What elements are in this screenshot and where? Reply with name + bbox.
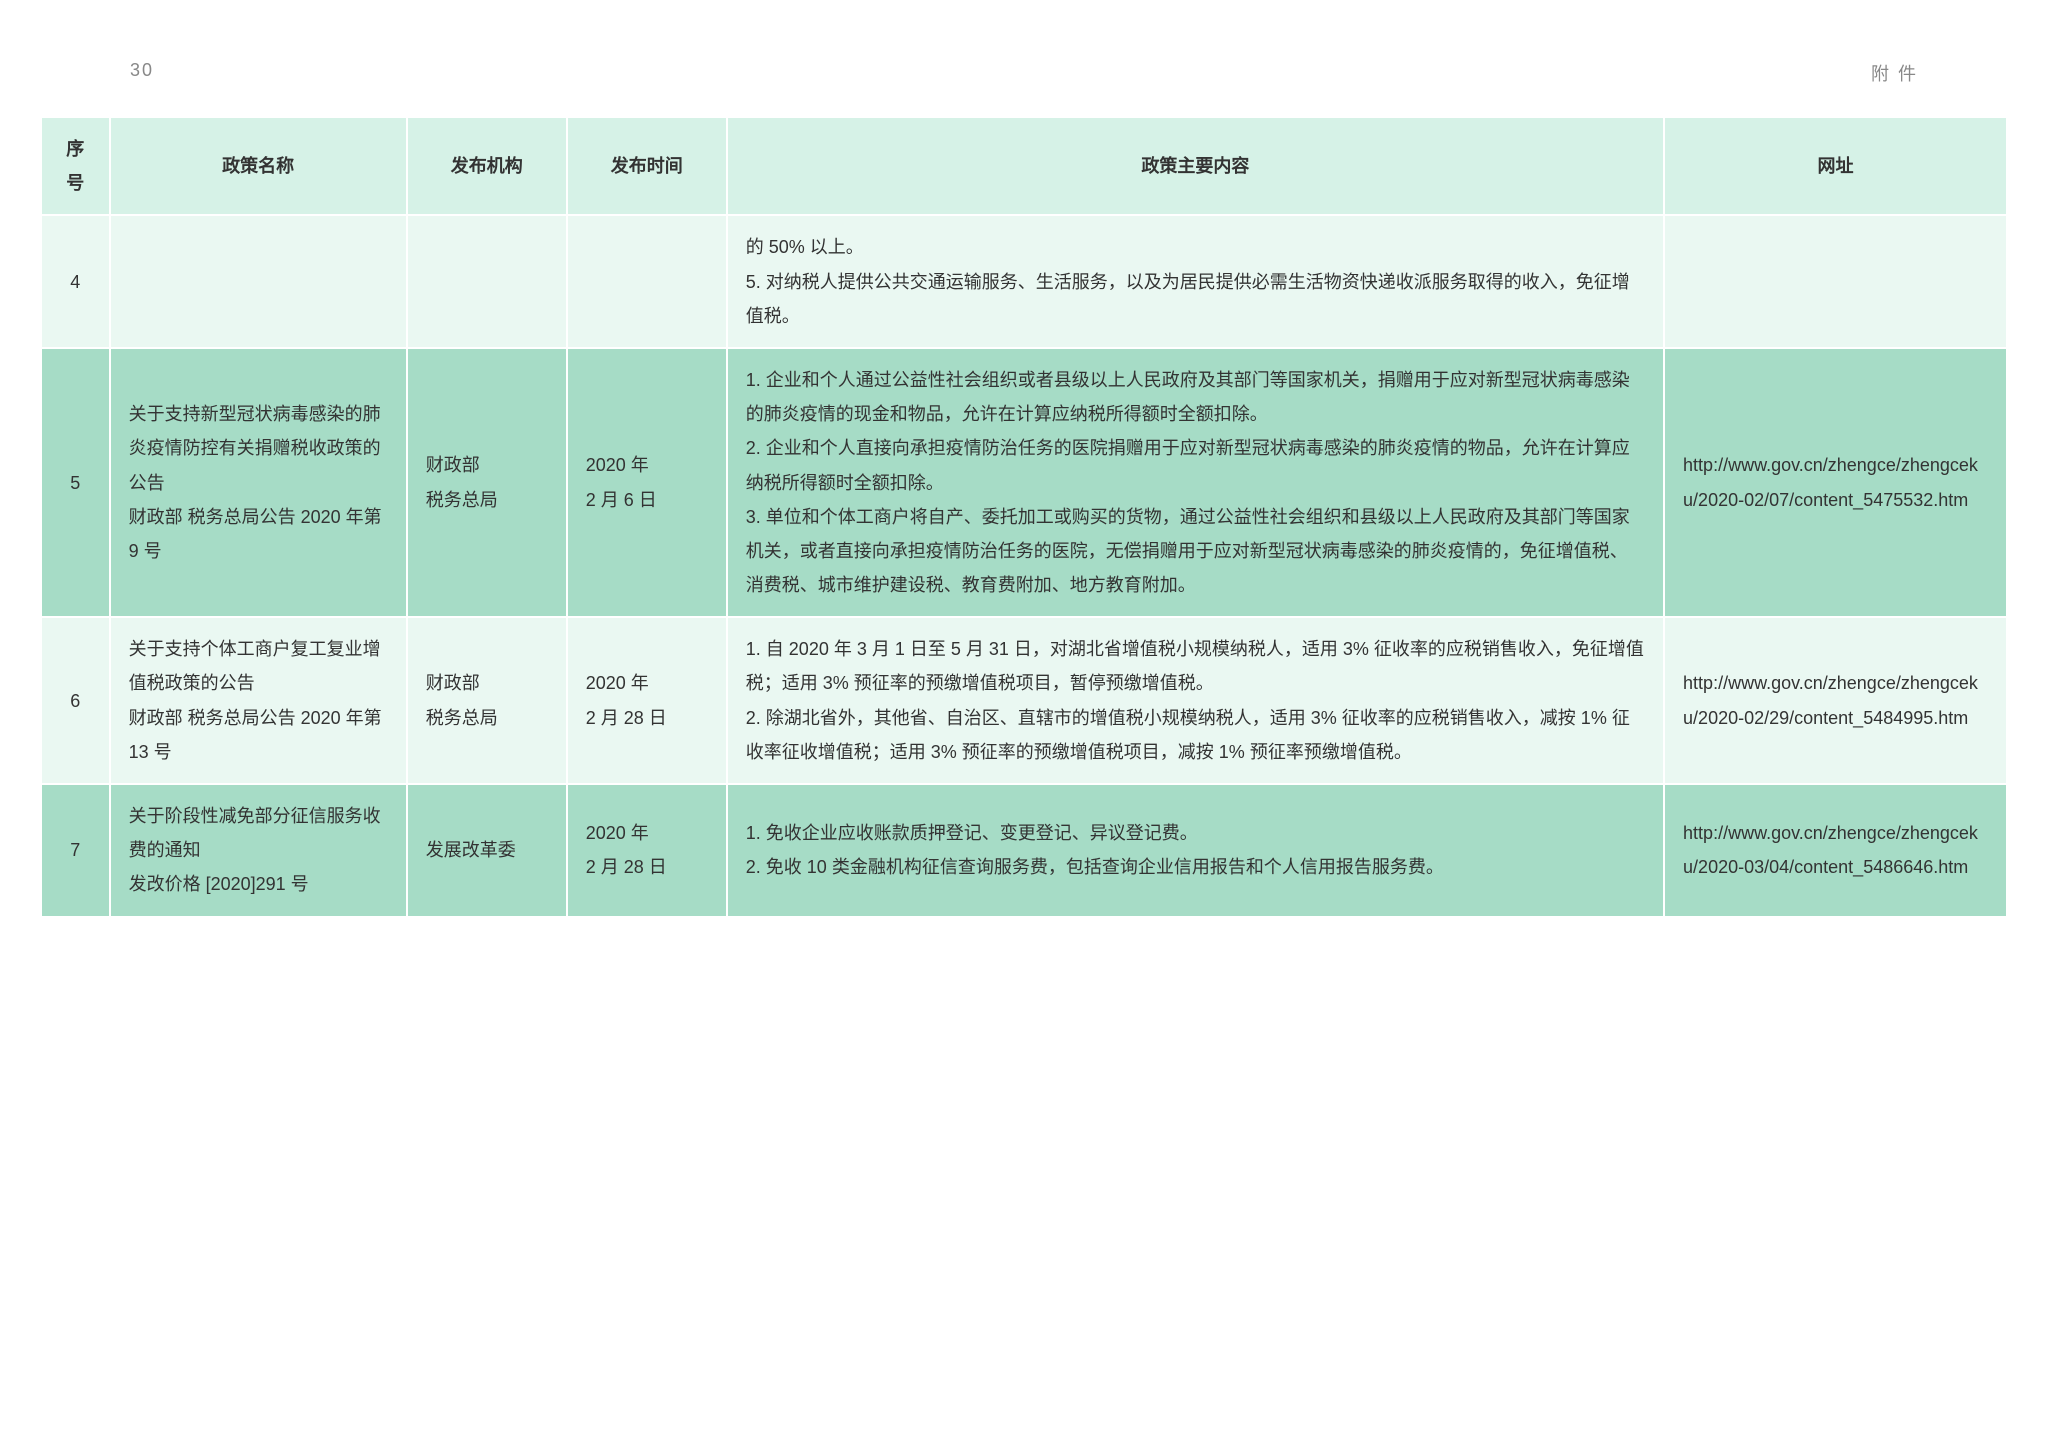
page-label: 附 件 (1871, 60, 1918, 86)
cell-org (407, 215, 567, 348)
cell-url: http://www.gov.cn/zhengce/zhengceku/2020… (1664, 348, 2007, 617)
cell-num: 6 (41, 617, 110, 784)
cell-date (567, 215, 727, 348)
cell-body: 的 50% 以上。5. 对纳税人提供公共交通运输服务、生活服务，以及为居民提供必… (727, 215, 1664, 348)
col-header-url: 网址 (1664, 117, 2007, 215)
table-row: 4 的 50% 以上。5. 对纳税人提供公共交通运输服务、生活服务，以及为居民提供… (41, 215, 2007, 348)
table-row: 7关于阶段性减免部分征信服务收费的通知发改价格 [2020]291 号发展改革委… (41, 784, 2007, 917)
cell-date: 2020 年2 月 6 日 (567, 348, 727, 617)
cell-url: http://www.gov.cn/zhengce/zhengceku/2020… (1664, 784, 2007, 917)
cell-name (110, 215, 407, 348)
page-header: 30 附 件 (130, 60, 1918, 86)
cell-body: 1. 免收企业应收账款质押登记、变更登记、异议登记费。2. 免收 10 类金融机… (727, 784, 1664, 917)
cell-url: http://www.gov.cn/zhengce/zhengceku/2020… (1664, 617, 2007, 784)
cell-date: 2020 年2 月 28 日 (567, 784, 727, 917)
cell-org: 发展改革委 (407, 784, 567, 917)
cell-url (1664, 215, 2007, 348)
col-header-num: 序号 (41, 117, 110, 215)
cell-num: 7 (41, 784, 110, 917)
col-header-name: 政策名称 (110, 117, 407, 215)
cell-org: 财政部税务总局 (407, 348, 567, 617)
cell-body: 1. 自 2020 年 3 月 1 日至 5 月 31 日，对湖北省增值税小规模… (727, 617, 1664, 784)
cell-name: 关于支持新型冠状病毒感染的肺炎疫情防控有关捐赠税收政策的公告财政部 税务总局公告… (110, 348, 407, 617)
page-number: 30 (130, 60, 154, 86)
cell-body: 1. 企业和个人通过公益性社会组织或者县级以上人民政府及其部门等国家机关，捐赠用… (727, 348, 1664, 617)
cell-num: 5 (41, 348, 110, 617)
cell-name: 关于支持个体工商户复工复业增值税政策的公告财政部 税务总局公告 2020 年第 … (110, 617, 407, 784)
cell-num: 4 (41, 215, 110, 348)
col-header-date: 发布时间 (567, 117, 727, 215)
table-row: 6关于支持个体工商户复工复业增值税政策的公告财政部 税务总局公告 2020 年第… (41, 617, 2007, 784)
col-header-body: 政策主要内容 (727, 117, 1664, 215)
cell-org: 财政部税务总局 (407, 617, 567, 784)
col-header-org: 发布机构 (407, 117, 567, 215)
table-body: 4 的 50% 以上。5. 对纳税人提供公共交通运输服务、生活服务，以及为居民提供… (41, 215, 2007, 916)
cell-date: 2020 年2 月 28 日 (567, 617, 727, 784)
table-row: 5关于支持新型冠状病毒感染的肺炎疫情防控有关捐赠税收政策的公告财政部 税务总局公… (41, 348, 2007, 617)
table-header-row: 序号 政策名称 发布机构 发布时间 政策主要内容 网址 (41, 117, 2007, 215)
policy-table: 序号 政策名称 发布机构 发布时间 政策主要内容 网址 4 的 50% 以上。5.… (40, 116, 2008, 918)
cell-name: 关于阶段性减免部分征信服务收费的通知发改价格 [2020]291 号 (110, 784, 407, 917)
